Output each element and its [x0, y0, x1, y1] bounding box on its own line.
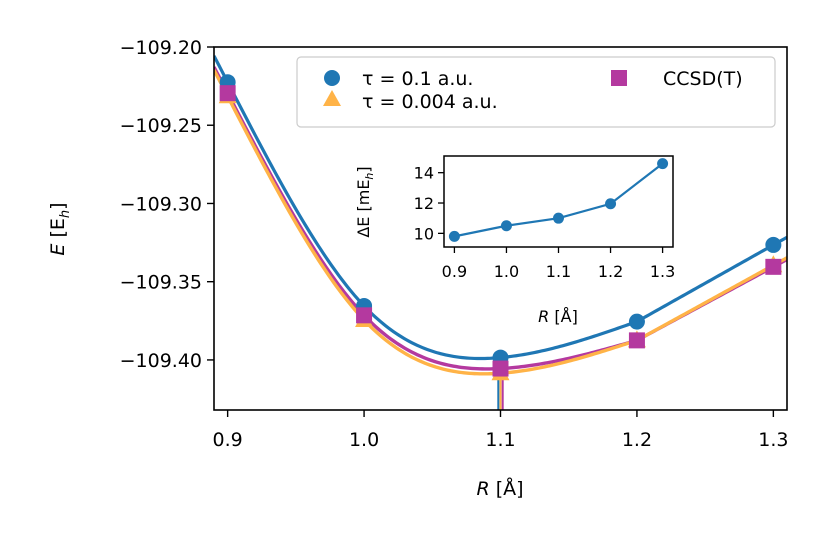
point-0.1-a.u.-1.3: [765, 236, 782, 253]
inset-point-1.1: [553, 212, 564, 224]
legend-marker-ccsdt: [611, 70, 627, 86]
main-y-axis-label: E [Eh]: [47, 202, 73, 255]
inset-x-tick-label: 0.9: [442, 262, 467, 281]
main-plot: 0.9 1.0 1.1 1.2 1.3 −109.20−109.25−109.30−10…: [47, 37, 788, 500]
legend: τ = 0.1 a.u. τ = 0.004 a.u. CCSD(T): [296, 56, 776, 128]
inset-x-tick-label: 1.1: [546, 262, 571, 281]
inset-plot: 0.9 1.0 1.1 1.2 1.3 10 12 14 R [Å] ΔE [mEh]: [354, 155, 675, 326]
y-tick-label: −109.25: [120, 115, 202, 137]
inset-y-tick-label: 14: [414, 164, 434, 183]
x-tick-label: 1.1: [485, 429, 515, 451]
legend-marker-tau-0.004: [323, 90, 341, 106]
inset-point-1.2: [605, 198, 617, 210]
legend-marker-tau-0.1: [324, 70, 340, 86]
inset-y-tick-label: 10: [414, 224, 434, 243]
point-ccsd-t-0.9: [219, 85, 236, 102]
point-ccsd-t-1.3: [765, 258, 782, 275]
legend-label-ccsdt: CCSD(T): [663, 68, 743, 90]
x-tick-label: 0.9: [213, 429, 243, 451]
inset-y-axis: 10 12 14: [414, 164, 444, 243]
inset-point-0.9: [448, 230, 460, 242]
inset-x-tick-label: 1.3: [650, 262, 675, 281]
legend-label-tau-0.004: τ = 0.004 a.u.: [362, 91, 498, 113]
point-ccsd-t-1: [356, 307, 373, 324]
inset-series: [448, 158, 669, 242]
legend-frame: [296, 56, 776, 128]
main-y-axis: −109.20 −109.25 −109.30 −109.35 −109.40: [120, 37, 214, 372]
x-tick-label: 1.0: [349, 429, 379, 451]
inset-point-1: [500, 220, 512, 232]
y-tick-label: −109.20: [120, 37, 202, 59]
y-tick-label: −109.40: [120, 350, 202, 372]
point-0.1-a.u.-1.2: [628, 313, 645, 330]
main-x-axis: 0.9 1.0 1.1 1.2 1.3: [213, 410, 788, 451]
inset-x-tick-label: 1.2: [598, 262, 623, 281]
inset-y-axis-label: ΔE [mEh]: [354, 166, 376, 237]
point-ccsd-t-1.2: [628, 332, 645, 349]
y-tick-label: −109.35: [120, 272, 202, 294]
inset-x-axis: 0.9 1.0 1.1 1.2 1.3: [442, 247, 675, 281]
inset-x-axis-label: R [Å]: [538, 307, 578, 326]
main-x-axis-label: R [Å]: [476, 477, 523, 500]
x-tick-label: 1.2: [622, 429, 652, 451]
inset-x-tick-label: 1.0: [494, 262, 519, 281]
legend-label-tau-0.1: τ = 0.1 a.u.: [362, 68, 473, 90]
y-tick-label: −109.30: [120, 193, 202, 215]
main-markers: [218, 74, 783, 381]
x-tick-label: 1.3: [758, 429, 788, 451]
inset-y-tick-label: 12: [414, 194, 434, 213]
point-ccsd-t-1.1: [492, 360, 509, 377]
inset-point-1.3: [657, 158, 669, 170]
